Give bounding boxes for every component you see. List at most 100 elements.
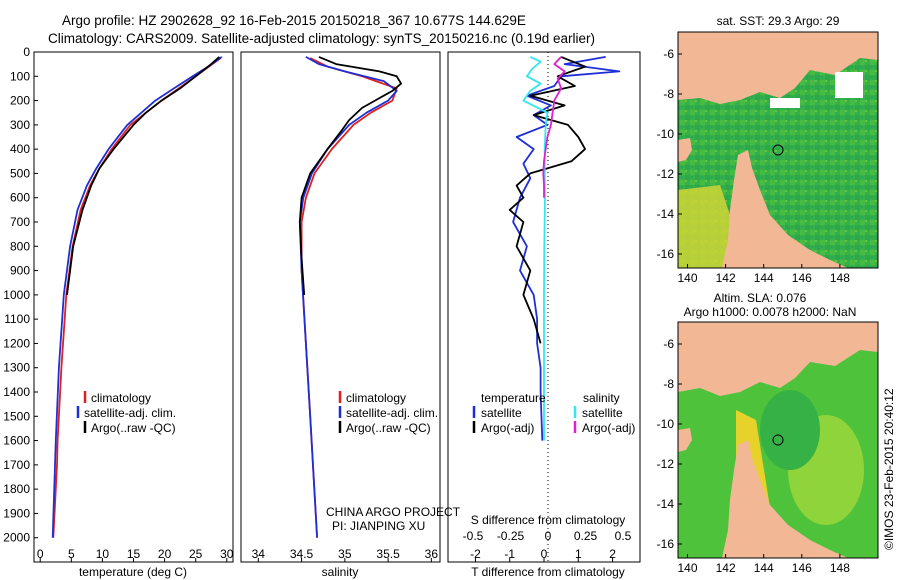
map-y-tick-label: -8 (663, 87, 674, 101)
legend-s-argo-label: Argo(-adj) (582, 421, 635, 435)
depth-tick-label: 1800 (3, 482, 30, 496)
x-tick-label: 0 (37, 547, 44, 561)
salinity-panel: 34 34.5 35 35.5 36 salinity climatology sate… (240, 51, 461, 579)
difference-legend: temperature satellite Argo(-adj) salinit… (472, 391, 635, 435)
s-tick-label: -0.5 (463, 529, 484, 543)
temperature-x-axis: 0 5 10 15 20 25 30 (37, 547, 234, 562)
salinity-axes-box (240, 51, 441, 563)
x-tick-label: 25 (189, 547, 203, 561)
sla-map-frame (677, 321, 879, 559)
series-line-climatology (300, 57, 398, 538)
sst-cape-york-land (722, 150, 848, 268)
legend-t-satellite-label: satellite (481, 406, 522, 420)
salinity-xlabel: salinity (322, 565, 359, 579)
sla-map-title-line2: Argo h1000: 0.0078 h2000: NaN (684, 305, 857, 319)
project-credit: CHINA ARGO PROJECT (326, 505, 461, 519)
depth-tick-label: 1400 (3, 385, 30, 399)
sla-map-axes: 140 142 144 146 148 -6 -8 -10 -12 -14 -16 (657, 337, 851, 575)
depth-tick-label: 1200 (3, 336, 30, 350)
map-x-tick-label: 144 (754, 271, 774, 285)
s-tick-label: 0 (545, 529, 552, 543)
sla-new-guinea-land (678, 322, 878, 396)
sla-cape-york-land (722, 440, 848, 558)
series-line-salinity-argo-adj- (542, 56, 566, 198)
depth-tick-label: 2000 (3, 531, 30, 545)
x-tick-label: 20 (158, 547, 172, 561)
depth-tick-label: 700 (10, 215, 30, 229)
depth-tick-label: 500 (10, 166, 30, 180)
s-difference-x-axis: -0.5 -0.25 0 0.25 0.5 (463, 529, 632, 543)
legend-salinity-heading: salinity (583, 391, 620, 405)
legend-satellite-label: satellite-adj. clim. (346, 406, 438, 420)
series-line-satellite-adj-clim- (51, 56, 223, 538)
legend-s-satellite-label: satellite (582, 406, 623, 420)
x-tick-label: 0 (541, 547, 548, 561)
t-difference-x-axis: -2 -1 0 1 2 (470, 547, 616, 562)
x-tick-label: 1 (575, 547, 582, 561)
x-tick-label: 10 (96, 547, 110, 561)
difference-lines (508, 56, 621, 441)
map-y-tick-label: -12 (657, 167, 675, 181)
depth-tick-label: 300 (10, 118, 30, 132)
map-y-tick-label: -8 (663, 377, 674, 391)
x-tick-label: 34.5 (290, 547, 314, 561)
map-y-tick-label: -16 (657, 247, 675, 261)
map-y-tick-label: -10 (657, 417, 675, 431)
x-tick-label: 35.5 (376, 547, 400, 561)
series-line-satellite-adj-clim- (298, 56, 398, 538)
s-tick-label: 0.5 (615, 529, 632, 543)
map-x-tick-label: 146 (792, 561, 812, 575)
depth-tick-label: 100 (10, 69, 30, 83)
map-x-tick-label: 142 (716, 271, 736, 285)
depth-tick-label: 900 (10, 264, 30, 278)
x-tick-label: 15 (127, 547, 141, 561)
x-tick-label: -2 (470, 547, 481, 561)
map-x-tick-label: 140 (678, 561, 698, 575)
argo-float-marker (772, 434, 784, 446)
legend-climatology-label: climatology (346, 391, 406, 405)
map-y-tick-label: -14 (657, 497, 675, 511)
depth-tick-label: 800 (10, 239, 30, 253)
map-x-tick-label: 148 (830, 561, 850, 575)
temperature-legend: climatology satellite-adj. clim. Argo(..… (76, 391, 176, 435)
x-tick-label: 35 (338, 547, 352, 561)
sst-cloud-gap (835, 72, 863, 98)
x-tick-label: 34 (252, 547, 266, 561)
salinity-legend: climatology satellite-adj. clim. Argo(..… (338, 391, 438, 435)
sst-warm-patch (678, 185, 735, 268)
series-line-argo-raw-qc- (298, 56, 403, 295)
temperature-lines (51, 56, 223, 538)
x-tick-label: 5 (68, 547, 75, 561)
series-line-climatology (52, 57, 222, 538)
temperature-xlabel: temperature (deg C) (79, 565, 187, 579)
t-difference-xlabel: T difference from climatology (471, 565, 625, 579)
depth-tick-label: 200 (10, 94, 30, 108)
x-tick-label: -1 (504, 547, 515, 561)
sst-new-guinea-land (678, 32, 878, 104)
figure-title-line2: Climatology: CARS2009. Satellite-adjuste… (48, 31, 595, 46)
legend-t-argo-label: Argo(-adj) (481, 421, 534, 435)
depth-tick-label: 1000 (3, 288, 30, 302)
temperature-panel: 0100200300400500600700800900100011001200… (3, 45, 233, 579)
depth-tick-label: 400 (10, 142, 30, 156)
map-x-tick-label: 144 (754, 561, 774, 575)
depth-axis: 0 100 200 300 400 500 600 700 800 900 1000 1100 1200… (3, 45, 38, 545)
map-x-tick-label: 142 (716, 561, 736, 575)
sla-anomaly-mid (760, 390, 820, 470)
map-y-tick-label: -14 (657, 207, 675, 221)
figure-title-line1: Argo profile: HZ 2902628_92 16-Feb-2015 … (62, 13, 526, 28)
depth-tick-label: 0 (23, 45, 30, 59)
sst-map-title: sat. SST: 29.3 Argo: 29 (717, 14, 840, 28)
map-y-tick-label: -6 (663, 337, 674, 351)
depth-tick-label: 1600 (3, 434, 30, 448)
salinity-lines (298, 56, 403, 538)
depth-tick-label: 1500 (3, 409, 30, 423)
sla-map: Altim. SLA: 0.076 Argo h1000: 0.0078 h20… (657, 291, 879, 575)
pi-credit: PI: JIANPING XU (332, 519, 425, 533)
depth-tick-label: 600 (10, 191, 30, 205)
s-difference-xlabel: S difference from climatology (471, 513, 626, 527)
sst-map-axes: 140 142 144 146 148 -6 -8 -10 -12 -14 -16 (657, 47, 851, 285)
depth-tick-label: 1900 (3, 506, 30, 520)
s-tick-label: 0.25 (574, 529, 598, 543)
